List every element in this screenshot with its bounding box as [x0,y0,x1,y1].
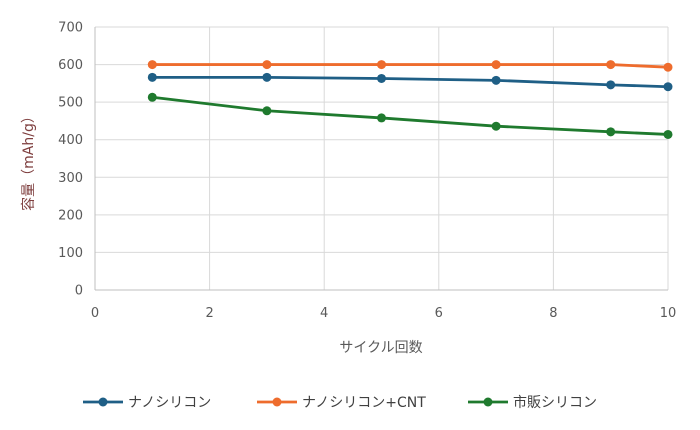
legend-marker [272,397,282,407]
axes [94,27,668,291]
data-point [262,60,272,70]
y-tick-label: 100 [58,246,83,261]
data-point [377,73,386,83]
data-point [663,82,673,92]
y-tick-label: 0 [75,284,83,299]
data-point [491,121,501,131]
data-point [606,80,616,90]
x-tick-label: 4 [320,306,328,321]
x-tick-label: 2 [205,306,213,321]
data-point [262,106,272,116]
data-point [377,113,386,123]
series-line [152,63,669,69]
data-point [606,60,616,70]
data-point [491,60,501,70]
data-point [147,72,157,82]
legend: ナノシリコン ナノシリコン+CNT 市販シリコン [83,394,597,411]
legend-label: ナノシリコン+CNT [302,395,426,411]
y-tick-label: 300 [58,171,83,186]
data-point [663,129,673,139]
legend-label: ナノシリコン [128,395,211,411]
data-point [262,72,272,82]
y-tick-label: 600 [58,58,83,73]
legend-label: 市販シリコン [513,394,597,411]
legend-item: ナノシリコン+CNT [257,395,426,411]
y-axis-title: 容量（mAh/g） [20,109,37,211]
series-line [152,95,669,136]
series-2 [147,60,673,72]
data-point [606,127,616,137]
y-tick-label: 500 [58,96,83,111]
data-point [491,75,501,85]
x-axis-title: サイクル回数 [339,340,422,356]
y-tick-label: 700 [58,21,83,36]
series-line [152,75,669,89]
x-tick-label: 10 [660,306,677,321]
legend-marker [483,397,493,407]
y-tick-label: 200 [58,208,83,223]
x-tick-labels: 0 2 4 6 8 10 [91,306,676,321]
data-point [147,92,157,102]
series-3 [147,92,673,139]
y-tick-label: 400 [58,133,83,148]
data-point [663,62,673,72]
series-1 [147,72,673,92]
legend-item: 市販シリコン [468,394,597,411]
legend-marker [98,397,108,407]
x-tick-label: 0 [91,306,99,321]
data-point [147,60,157,70]
y-tick-labels: 0 100 200 300 400 500 600 700 [58,21,83,299]
x-tick-label: 6 [435,306,443,321]
legend-item: ナノシリコン [83,395,211,411]
series-group [147,60,673,139]
data-point [377,60,386,70]
x-tick-label: 8 [549,306,557,321]
